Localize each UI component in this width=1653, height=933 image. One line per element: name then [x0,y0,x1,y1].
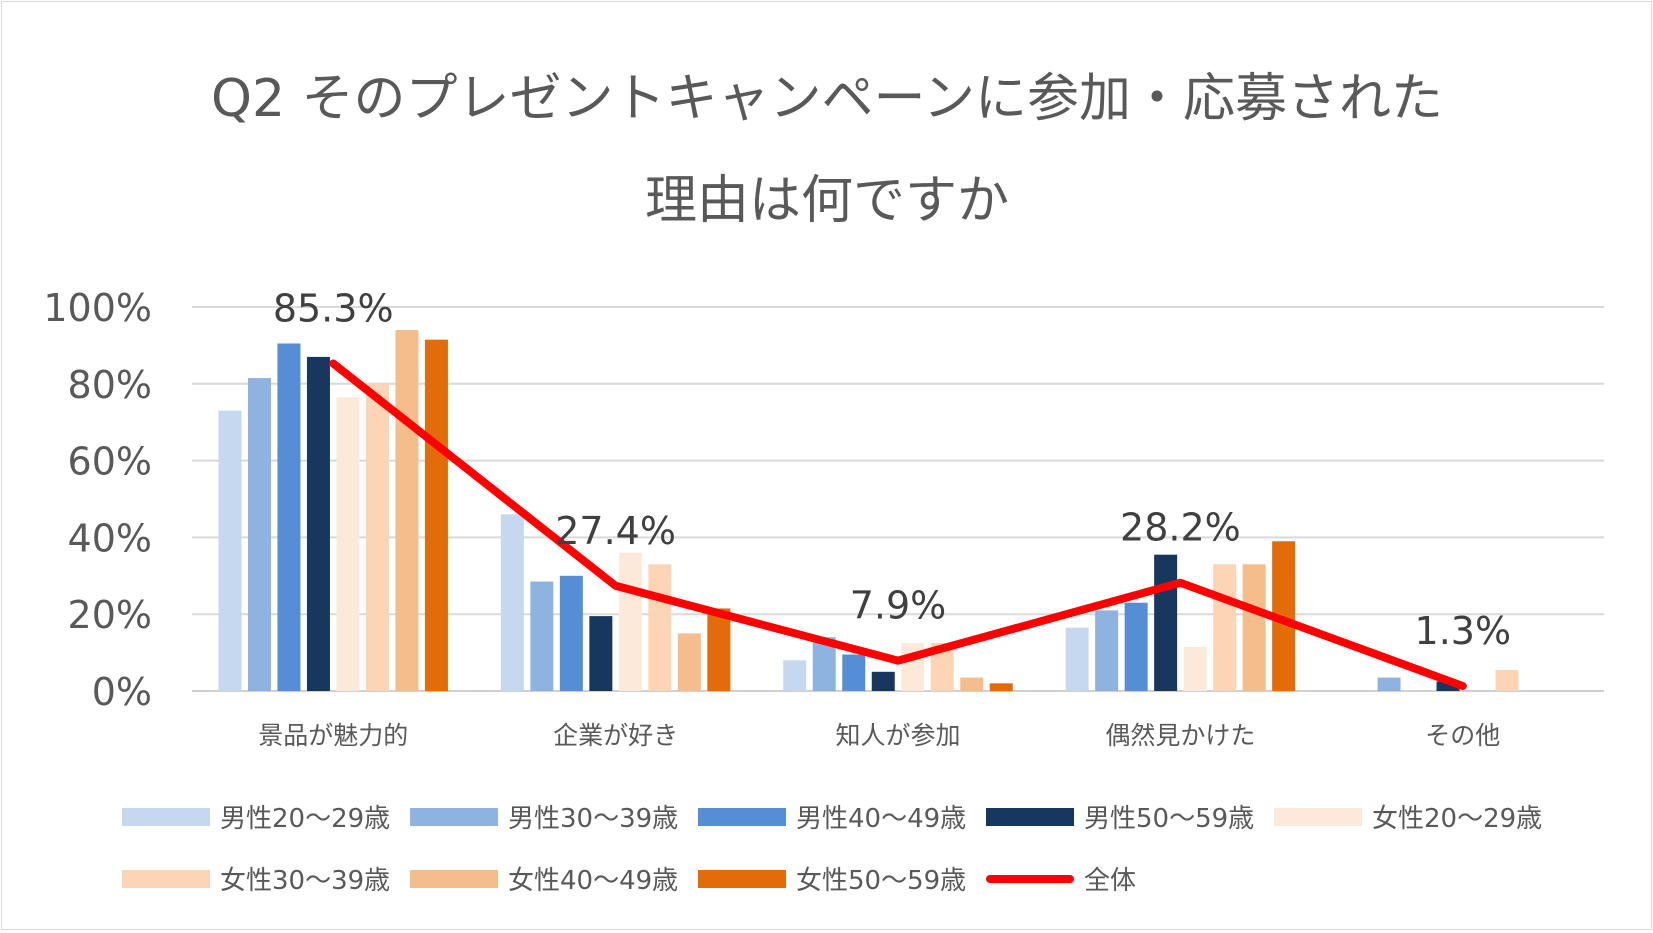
bar [1065,627,1089,691]
bar [530,581,554,691]
data-label: 27.4% [555,509,676,553]
bar [589,616,613,691]
bar [395,330,419,691]
bar [1436,681,1460,691]
bar [1183,646,1207,691]
bar [424,339,448,691]
legend-label: 男性30〜39歳 [508,804,678,834]
bar [960,677,984,691]
bar [365,383,389,691]
bar [247,378,271,691]
bar [930,643,954,691]
bar [677,633,701,691]
bar [1377,677,1401,691]
legend-label: 男性20〜29歳 [220,804,390,834]
data-label: 1.3% [1415,609,1512,653]
legend-swatch [698,870,786,888]
bar [277,343,301,691]
bar [306,356,330,691]
bar [707,608,731,691]
legend-swatch [410,808,498,826]
bar [812,637,836,691]
bar [783,660,807,691]
x-tick-label: その他 [1425,721,1500,750]
y-tick-label: 40% [68,516,152,560]
chart-title-line-1: Q2 そのプレゼントキャンペーンに参加・応募された [211,69,1443,129]
legend-swatch [1274,808,1362,826]
x-tick-label: 偶然見かけた [1105,721,1255,750]
legend-label: 女性30〜39歳 [220,866,390,896]
legend-swatch [122,808,210,826]
bar [1272,541,1296,691]
bar [989,683,1013,691]
bar [1154,554,1178,691]
x-tick-label: 景品が魅力的 [258,721,408,750]
legend-label: 男性50〜59歳 [1084,804,1254,834]
legend-label: 全体 [1084,866,1136,896]
bar [1242,564,1266,691]
legend-swatch [986,808,1074,826]
bar [559,575,583,691]
chart-title-line-2: 理由は何ですか [645,171,1009,231]
bar [901,643,925,691]
bar [618,552,642,691]
data-label: 7.9% [850,584,947,628]
legend-label: 男性40〜49歳 [796,804,966,834]
bar [1124,602,1148,691]
data-label: 85.3% [273,286,394,330]
legend-swatch [122,870,210,888]
bar [842,654,866,691]
y-tick-label: 0% [92,670,152,714]
legend-swatch [410,870,498,888]
y-tick-label: 80% [68,363,152,407]
bar [871,671,895,691]
y-tick-label: 100% [43,286,152,330]
x-tick-label: 知人が参加 [835,721,960,750]
y-tick-label: 60% [68,440,152,484]
legend-label: 女性20〜29歳 [1372,804,1542,834]
bar [500,514,524,691]
line-series-overall [329,359,1467,691]
data-label: 28.2% [1120,506,1241,550]
legend-label: 女性50〜59歳 [796,866,966,896]
bar [1095,610,1119,691]
bar [1495,669,1519,691]
legend-label: 女性40〜49歳 [508,866,678,896]
bar [648,564,672,691]
x-tick-label: 企業が好き [553,721,678,750]
y-tick-label: 20% [68,593,152,637]
bar [336,397,360,691]
bar [1213,564,1237,691]
bar [218,410,242,691]
legend-swatch [698,808,786,826]
